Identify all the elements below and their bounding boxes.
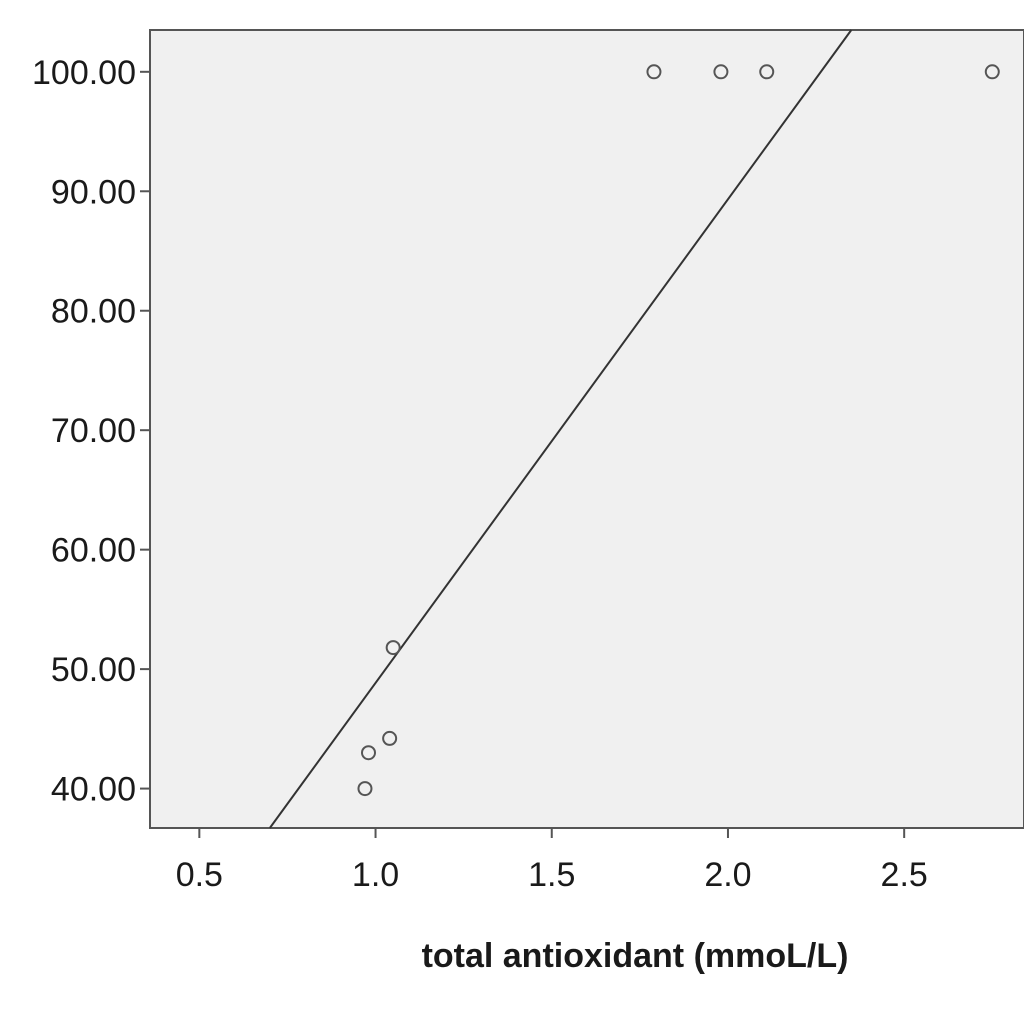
plot-area — [149, 29, 1024, 829]
points-layer — [357, 64, 1000, 797]
y-tick-label: 40.00 — [51, 771, 136, 809]
fit-line — [269, 29, 853, 829]
data-point — [646, 64, 662, 80]
data-point — [385, 640, 401, 656]
data-point — [713, 64, 729, 80]
ticks-layer: 0.5 1.0 1.5 2.0 2.5 40.00 50.00 60.00 70.00 80.00… — [32, 54, 928, 894]
x-tick-label: 1.5 — [528, 856, 575, 894]
x-tick-label: 2.5 — [881, 856, 928, 894]
y-tick-label: 60.00 — [51, 532, 136, 570]
x-tick-label: 1.0 — [352, 856, 399, 894]
x-axis-title: total antioxidant (mmoL/L) — [422, 937, 849, 975]
data-point — [361, 745, 376, 761]
data-point — [357, 781, 373, 797]
data-point — [984, 64, 1000, 80]
y-tick-label: 100.00 — [32, 54, 136, 92]
y-tick-label: 50.00 — [51, 651, 136, 689]
y-tick-label: 90.00 — [51, 173, 136, 211]
data-point — [759, 64, 775, 80]
x-tick-label: 0.5 — [176, 856, 223, 894]
y-tick-label: 80.00 — [51, 293, 136, 331]
data-point — [382, 730, 398, 746]
y-tick-label: 70.00 — [51, 412, 136, 450]
x-tick-label: 2.0 — [704, 856, 751, 894]
